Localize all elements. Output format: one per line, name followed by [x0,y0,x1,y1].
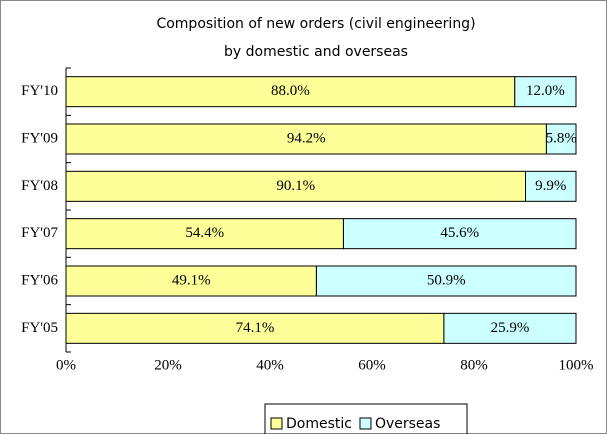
data-label: 54.4% [185,225,224,241]
x-tick-label: 40% [256,357,284,373]
y-tick-label: FY'08 [21,178,58,194]
bar-segment [545,123,577,155]
y-tick-label: FY'05 [21,320,58,336]
bar-segment [514,76,577,108]
y-tick-label: FY'07 [21,225,58,241]
x-tick-label: 0% [56,357,76,373]
x-tick-label: 20% [154,357,182,373]
data-label: 49.1% [172,272,211,288]
bar-segment [342,218,577,250]
bar-segment [65,265,317,297]
x-tick-label: 80% [460,357,488,373]
bar-segment [525,170,577,202]
y-tick-label: FY'06 [21,272,58,288]
chart-title: Composition of new orders (civil enginee… [156,16,475,32]
data-label: 25.9% [491,320,530,336]
legend-label: Domestic [286,416,352,432]
data-label: 94.2% [287,130,326,146]
data-label: 90.1% [276,178,315,194]
chart-title: by domestic and overseas [224,44,408,60]
data-label: 12.0% [526,83,565,99]
data-label: 50.9% [427,272,466,288]
legend-label: Overseas [375,416,440,432]
data-label: 88.0% [271,83,310,99]
data-label: 9.9% [535,178,566,194]
bar-segment [443,312,577,344]
bar-segment [65,218,344,250]
data-label: 74.1% [236,320,275,336]
legend-swatch [270,417,283,430]
data-label: 45.6% [440,225,479,241]
x-tick-label: 60% [358,357,386,373]
bar-segment [65,76,516,108]
data-label: 5.8% [546,130,577,146]
bar-segment [65,312,445,344]
x-tick-label: 100% [559,357,594,373]
y-tick-label: FY'09 [21,130,58,146]
y-tick-label: FY'10 [21,83,58,99]
legend-swatch [359,417,372,430]
bar-segment [315,265,577,297]
